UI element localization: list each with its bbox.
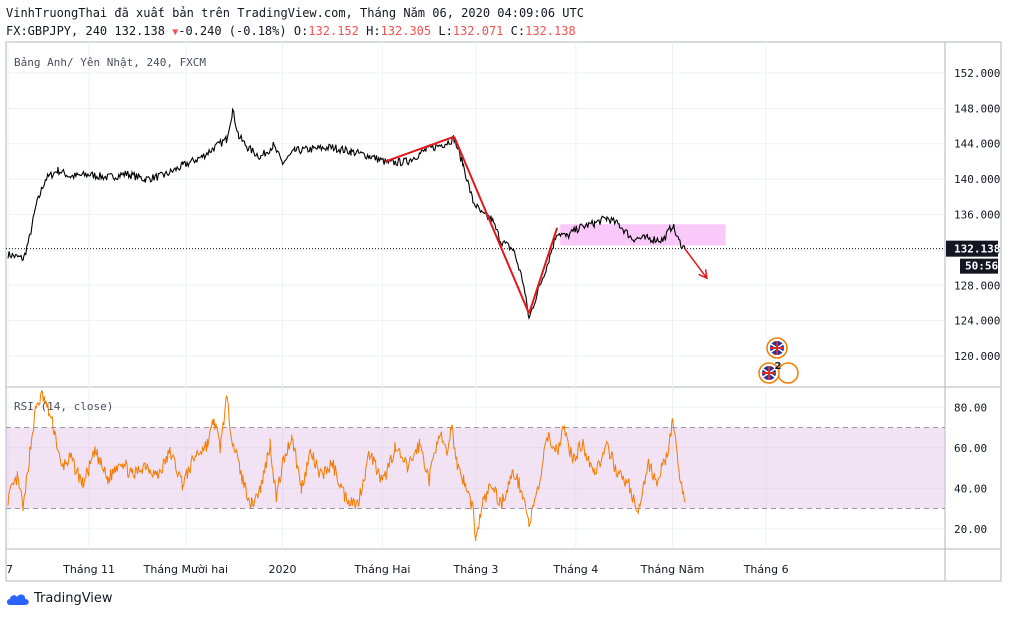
price-tick-label: 152.000 (954, 67, 1000, 80)
high-value: 132.305 (380, 24, 432, 38)
price-tick-label: 148.000 (954, 102, 1000, 115)
price-tick-label: 136.000 (954, 209, 1000, 222)
last-price-badge: 132.138 50:56 (946, 240, 1000, 274)
tradingview-cloud-icon (7, 594, 29, 605)
time-tick-label: Tháng Hai (353, 563, 410, 576)
trend-lines[interactable] (385, 135, 559, 314)
rsi-axis-labels: 80.00 60.00 40.00 20.00 (954, 401, 987, 536)
rsi-band-lines (6, 427, 945, 509)
last-price-badge-text: 132.138 (954, 243, 1000, 256)
time-axis-labels: 7 Tháng 11 Tháng Mười hai 2020 Tháng Hai Thán… (6, 563, 789, 576)
rsi-tick-label: 80.00 (954, 401, 987, 414)
trend-line (453, 136, 530, 314)
time-tick-label: Tháng Mười hai (143, 563, 228, 576)
rsi-pane-title: RSI (14, close) (14, 400, 113, 413)
price-axis-labels: 152.000148.000144.000140.000136.000132.0… (954, 67, 1000, 363)
chart-frame (5, 41, 1002, 582)
countdown-badge-bg (960, 258, 998, 274)
symbol-label: FX:GBPJPY, 240 (6, 24, 108, 38)
time-tick-label: 7 (6, 563, 13, 576)
rsi-tick-label: 60.00 (954, 442, 987, 455)
price-tick-label: 128.000 (954, 279, 1000, 292)
price-tick-label: 140.000 (954, 173, 1000, 186)
projection-arrow-head (698, 269, 708, 280)
tradingview-logo[interactable]: TradingView (6, 591, 113, 606)
price-tick-label: 144.000 (954, 138, 1000, 151)
last-price-badge-bg (946, 240, 998, 257)
time-tick-label: Tháng 3 (453, 563, 499, 576)
countdown-badge-text: 50:56 (965, 260, 998, 273)
close-value: 132.138 (525, 24, 576, 38)
trend-line (385, 135, 455, 163)
low-label: L: (438, 24, 453, 38)
rsi-tick-label: 40.00 (954, 482, 987, 495)
time-tick-label: Tháng 11 (62, 563, 115, 576)
economic-events[interactable]: 2 (758, 337, 799, 384)
time-tick-label: Tháng 6 (743, 563, 789, 576)
rsi-series-line[interactable] (7, 389, 686, 541)
high-label: H: (366, 24, 381, 38)
close-label: C: (510, 24, 526, 38)
last-price: 132.138 (114, 24, 165, 38)
open-value: 132.152 (308, 24, 359, 38)
projection-arrow-icon[interactable] (684, 248, 708, 280)
event-count: 2 (775, 361, 782, 372)
price-tick-label: 124.000 (954, 315, 1000, 328)
projection-arrow-shaft (684, 248, 708, 279)
time-tick-label: 2020 (269, 563, 297, 576)
trend-line (528, 227, 559, 314)
price-pane-title: Bảng Anh/ Yên Nhật, 240, FXCM (14, 56, 206, 69)
publish-info: VinhTruongThai đã xuất bản trên TradingV… (6, 6, 584, 20)
down-arrow-icon: ▼ (172, 27, 179, 38)
change-value: -0.240 (-0.18%) (178, 24, 287, 38)
symbol-ohlc-bar: FX:GBPJPY, 240 132.138 ▼-0.240 (-0.18%) … (6, 24, 576, 38)
low-value: 132.071 (452, 24, 504, 38)
uk-flag-icon (766, 337, 788, 359)
time-tick-label: Tháng 4 (552, 563, 598, 576)
tradingview-brand: TradingView (34, 591, 113, 606)
time-tick-label: Tháng Năm (640, 563, 705, 576)
price-series-line[interactable] (7, 107, 686, 320)
uk-flag-icon (758, 362, 780, 384)
open-label: O: (293, 24, 309, 38)
price-tick-label: 120.000 (954, 350, 1000, 363)
rsi-tick-label: 20.00 (954, 523, 987, 536)
